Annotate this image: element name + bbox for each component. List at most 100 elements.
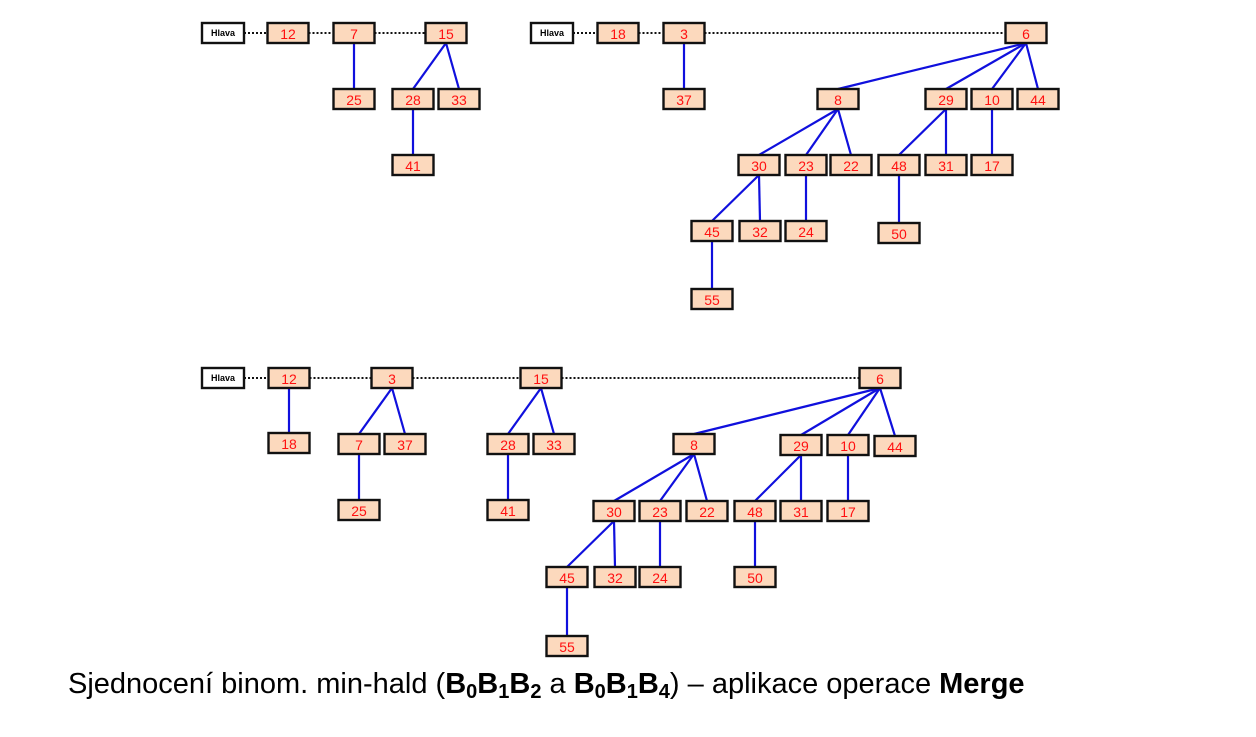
- heap-node: [391, 87, 435, 111]
- heap-node: [337, 498, 381, 522]
- tree-edge: [991, 42, 1027, 90]
- heap-node: [779, 433, 823, 457]
- tree-edge: [613, 453, 695, 502]
- heap_top_left-head-label: Hlava: [211, 28, 236, 38]
- heap_top_right-head-box: [529, 21, 575, 45]
- heap-node: [1004, 21, 1048, 45]
- heap-node: [592, 499, 636, 523]
- heap-node-key: 23: [798, 158, 814, 174]
- heap-node: [437, 87, 481, 111]
- heap-node-key: 29: [938, 92, 954, 108]
- heap-node-key: 18: [610, 26, 626, 42]
- caption: Sjednocení binom. min-hald (B0B1B2 a B0B…: [68, 668, 1218, 703]
- heap-node: [486, 498, 530, 522]
- tree-edge: [837, 41, 1027, 91]
- heap_merged-head-box: [200, 366, 246, 390]
- heap-node: [733, 499, 777, 523]
- heap-node: [593, 565, 637, 589]
- heap-node: [638, 499, 682, 523]
- heap-node: [690, 219, 734, 243]
- tree-edge: [758, 108, 839, 156]
- tree-edge: [358, 387, 393, 435]
- heap-node-key: 37: [676, 92, 692, 108]
- heap-node: [662, 21, 706, 45]
- heap-node: [924, 87, 968, 111]
- heap-node-key: 7: [355, 437, 363, 453]
- heap-node-key: 55: [704, 292, 720, 308]
- heap-node-key: 7: [350, 26, 358, 42]
- heap-node-key: 24: [798, 224, 814, 240]
- heap-node-key: 44: [887, 439, 903, 455]
- caption-operation: Merge: [939, 668, 1025, 700]
- heap-node-key: 31: [938, 158, 954, 174]
- tree-edge: [412, 42, 447, 90]
- heap-node: [596, 21, 640, 45]
- heap-node-key: 15: [438, 26, 454, 42]
- tree-edge: [805, 108, 839, 156]
- heap-node-key: 6: [876, 371, 884, 387]
- heap-node: [486, 432, 530, 456]
- heap-node-key: 10: [840, 438, 856, 454]
- heap-node: [267, 431, 311, 455]
- caption-heap-order-1: B0B1B2: [445, 668, 542, 703]
- heap-node-key: 41: [500, 503, 516, 519]
- tree-edge: [444, 42, 461, 90]
- heap-node: [370, 366, 414, 390]
- heap-node: [424, 21, 468, 45]
- heap-node: [877, 153, 921, 177]
- heap_merged-head-label: Hlava: [211, 373, 236, 383]
- heap-node: [924, 153, 968, 177]
- heap-node: [784, 219, 828, 243]
- heap-node-key: 29: [793, 438, 809, 454]
- heap-node: [332, 21, 376, 45]
- tree-edge: [847, 387, 881, 436]
- caption-conjunction: a: [541, 668, 574, 700]
- heap-node-key: 48: [747, 504, 763, 520]
- heap-node: [672, 432, 716, 456]
- tree-edge: [757, 174, 762, 222]
- heap-node-key: 41: [405, 158, 421, 174]
- tree-edge: [566, 520, 615, 568]
- heap-node: [970, 87, 1014, 111]
- heap-node-key: 3: [680, 26, 688, 42]
- tree-edge: [1024, 42, 1040, 90]
- heap-node: [532, 432, 576, 456]
- heap-node: [337, 432, 381, 456]
- caption-text-middle: ) – aplikace operace: [669, 668, 940, 700]
- heap-node-key: 28: [405, 92, 421, 108]
- heap-node: [690, 287, 734, 311]
- heap-node: [970, 153, 1014, 177]
- heap-node-key: 33: [451, 92, 467, 108]
- heap-node-key: 45: [704, 224, 720, 240]
- heap-node: [733, 565, 777, 589]
- heap-node: [332, 87, 376, 111]
- heap-node-key: 10: [984, 92, 1000, 108]
- heap-node: [784, 153, 828, 177]
- tree-edge: [898, 108, 947, 156]
- caption-heap-order-2: B0B1B4: [573, 668, 670, 703]
- heap-node: [858, 366, 902, 390]
- heap-node-key: 3: [388, 371, 396, 387]
- heap-node-key: 24: [652, 570, 668, 586]
- heap-node-key: 37: [397, 437, 413, 453]
- heap-node: [737, 153, 781, 177]
- heap-node: [779, 499, 823, 523]
- tree-edge: [507, 387, 542, 435]
- heap-node-key: 55: [559, 639, 575, 655]
- tree-edge: [800, 387, 881, 436]
- heap-node: [826, 499, 870, 523]
- heap-node-key: 32: [607, 570, 623, 586]
- heap-node-key: 12: [280, 26, 296, 42]
- tree-edge: [836, 108, 853, 156]
- heap-node-key: 8: [690, 437, 698, 453]
- heap-node-key: 12: [281, 371, 297, 387]
- heap-node: [685, 499, 729, 523]
- heap-node-key: 33: [546, 437, 562, 453]
- heap-node-key: 30: [606, 504, 622, 520]
- heap-node: [545, 634, 589, 658]
- heap-node-key: 28: [500, 437, 516, 453]
- heap-node-key: 32: [752, 224, 768, 240]
- heap-node-key: 22: [843, 158, 859, 174]
- tree-edge: [539, 387, 556, 435]
